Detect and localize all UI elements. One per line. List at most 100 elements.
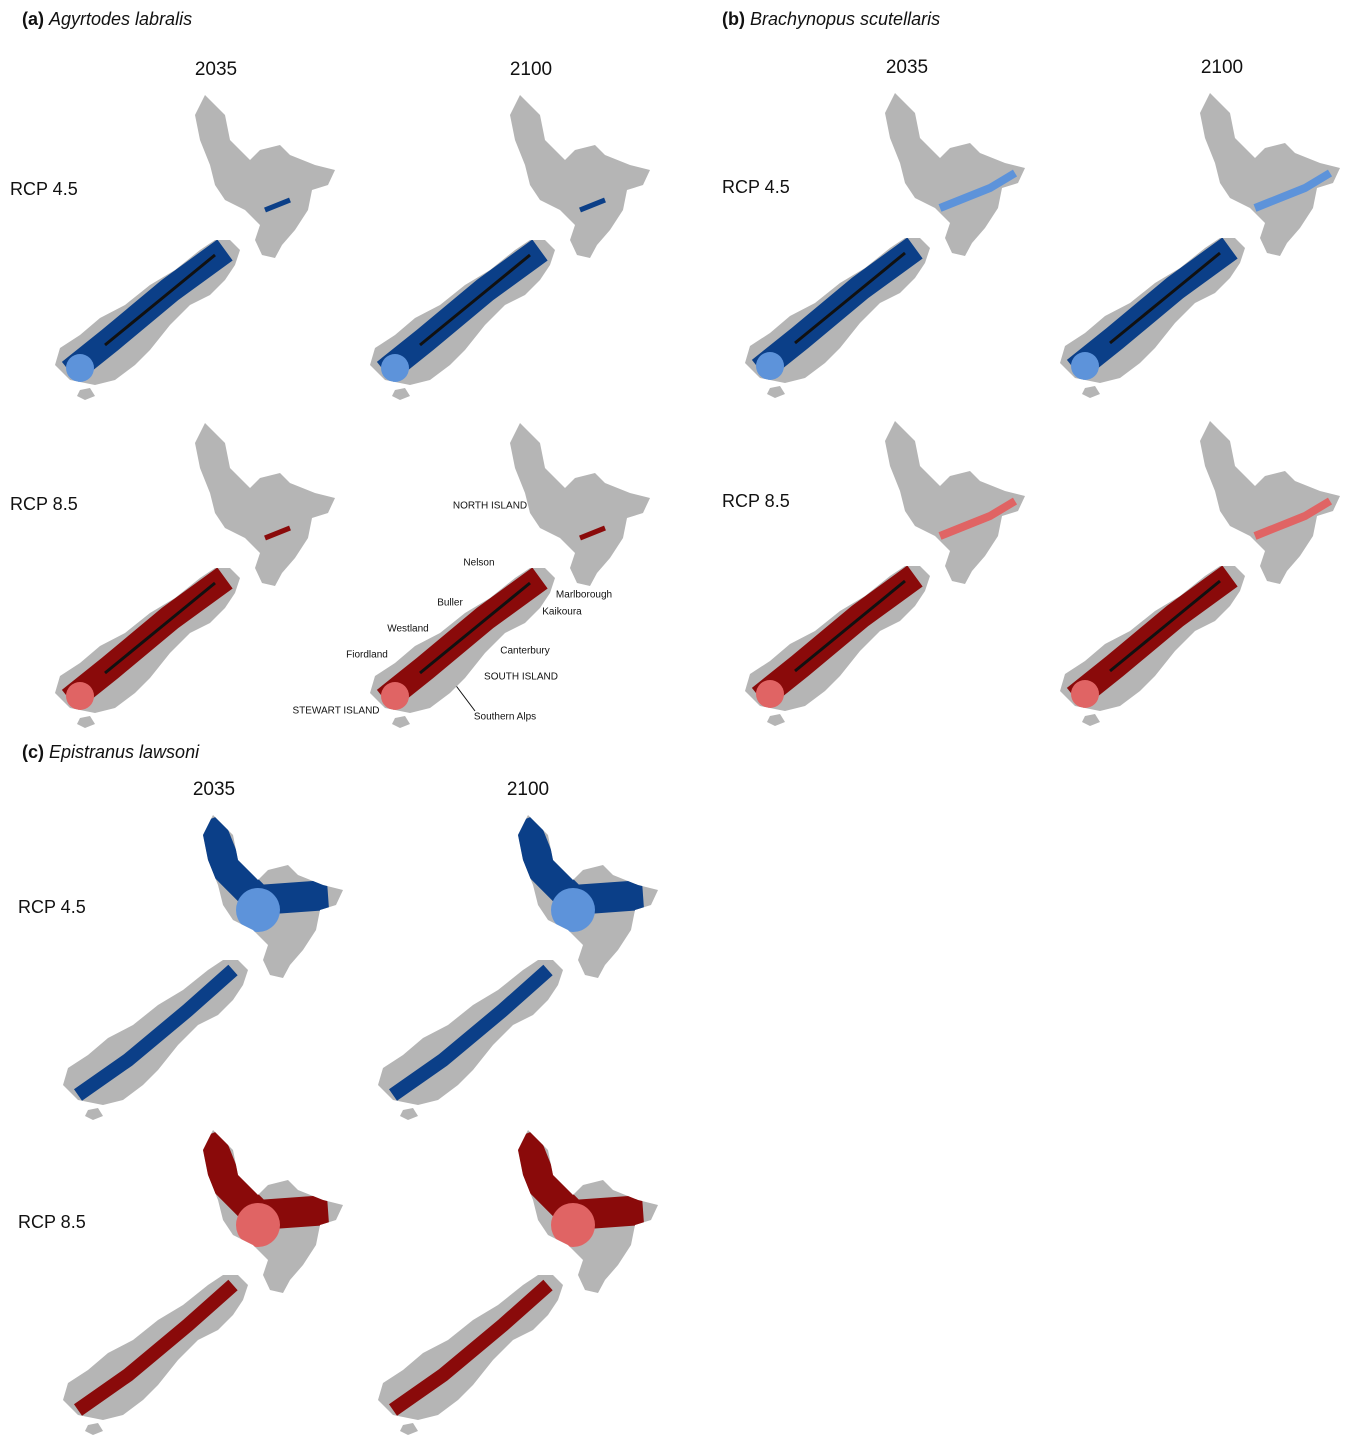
range bbox=[509, 815, 645, 916]
range bbox=[794, 251, 906, 345]
range bbox=[938, 497, 1018, 540]
land bbox=[767, 714, 785, 726]
range bbox=[938, 169, 1018, 212]
panel-letter: (c) bbox=[22, 742, 44, 762]
region-label: Marlborough bbox=[556, 590, 612, 601]
range bbox=[1109, 251, 1221, 345]
range bbox=[1071, 680, 1099, 708]
land bbox=[195, 423, 335, 586]
range bbox=[509, 1130, 645, 1231]
column-header: 2035 bbox=[193, 779, 235, 800]
region-label: Westland bbox=[387, 624, 429, 635]
map bbox=[370, 423, 650, 728]
land bbox=[77, 716, 95, 728]
range bbox=[794, 579, 906, 673]
row-label: RCP 8.5 bbox=[18, 1212, 86, 1232]
suitability bbox=[388, 1130, 645, 1416]
panel-letter: (a) bbox=[22, 9, 44, 29]
column-header: 2035 bbox=[886, 57, 928, 78]
land bbox=[510, 95, 650, 258]
suitability bbox=[1066, 497, 1333, 709]
suitability bbox=[376, 197, 606, 383]
range bbox=[419, 253, 531, 347]
range bbox=[756, 680, 784, 708]
range bbox=[73, 1279, 238, 1416]
range bbox=[104, 253, 216, 347]
suitability bbox=[1066, 169, 1333, 381]
row-label: RCP 8.5 bbox=[10, 494, 78, 514]
range bbox=[236, 888, 280, 932]
land bbox=[1200, 421, 1340, 584]
column-header: 2100 bbox=[1201, 57, 1243, 78]
row-label: RCP 4.5 bbox=[10, 179, 78, 199]
land bbox=[1082, 386, 1100, 398]
species-name: Brachynopus scutellaris bbox=[750, 9, 940, 29]
land bbox=[400, 1108, 418, 1120]
land bbox=[1200, 93, 1340, 256]
species-name: Epistranus lawsoni bbox=[49, 742, 200, 762]
range bbox=[756, 352, 784, 380]
range bbox=[66, 354, 94, 382]
range bbox=[236, 1203, 280, 1247]
region-label: SOUTH ISLAND bbox=[484, 672, 558, 683]
region-label: Southern Alps bbox=[474, 712, 536, 723]
region-label: STEWART ISLAND bbox=[292, 706, 379, 717]
map bbox=[63, 1130, 343, 1435]
range bbox=[579, 525, 606, 541]
column-header: 2035 bbox=[195, 59, 237, 80]
land bbox=[400, 1423, 418, 1435]
region-label: Fiordland bbox=[346, 650, 388, 661]
column-header: 2100 bbox=[507, 779, 549, 800]
species-name: Agyrtodes labralis bbox=[48, 9, 192, 29]
row-label: RCP 8.5 bbox=[722, 491, 790, 511]
range bbox=[388, 964, 553, 1101]
land bbox=[77, 388, 95, 400]
map bbox=[55, 423, 335, 728]
land bbox=[885, 421, 1025, 584]
range bbox=[388, 1279, 553, 1416]
range bbox=[194, 815, 330, 916]
land bbox=[767, 386, 785, 398]
range bbox=[66, 682, 94, 710]
region-label: Canterbury bbox=[500, 646, 549, 657]
region-label: Kaikoura bbox=[542, 607, 582, 618]
suitability bbox=[388, 815, 645, 1101]
range bbox=[381, 354, 409, 382]
range bbox=[264, 525, 291, 541]
map bbox=[370, 95, 650, 400]
range bbox=[1253, 497, 1333, 540]
land bbox=[85, 1423, 103, 1435]
range bbox=[579, 197, 606, 213]
map bbox=[378, 815, 658, 1120]
land bbox=[1082, 714, 1100, 726]
map bbox=[1060, 421, 1340, 726]
panel-title: (b) Brachynopus scutellaris bbox=[722, 9, 940, 29]
row-label: RCP 4.5 bbox=[18, 897, 86, 917]
range bbox=[264, 197, 291, 213]
panel-title: (a) Agyrtodes labralis bbox=[22, 9, 192, 29]
land bbox=[510, 423, 650, 586]
row-label: RCP 4.5 bbox=[722, 177, 790, 197]
map bbox=[745, 421, 1025, 726]
suitability bbox=[751, 169, 1018, 381]
suitability bbox=[751, 497, 1018, 709]
region-label: Nelson bbox=[463, 558, 494, 569]
range bbox=[381, 682, 409, 710]
suitability bbox=[61, 525, 291, 711]
range bbox=[419, 581, 531, 675]
range bbox=[73, 964, 238, 1101]
map bbox=[1060, 93, 1340, 398]
map bbox=[745, 93, 1025, 398]
suitability bbox=[73, 815, 330, 1101]
land bbox=[392, 716, 410, 728]
land bbox=[392, 388, 410, 400]
land bbox=[885, 93, 1025, 256]
panel-letter: (b) bbox=[722, 9, 745, 29]
map bbox=[378, 1130, 658, 1435]
range bbox=[1253, 169, 1333, 212]
range bbox=[1109, 579, 1221, 673]
column-header: 2100 bbox=[510, 59, 552, 80]
suitability bbox=[61, 197, 291, 383]
